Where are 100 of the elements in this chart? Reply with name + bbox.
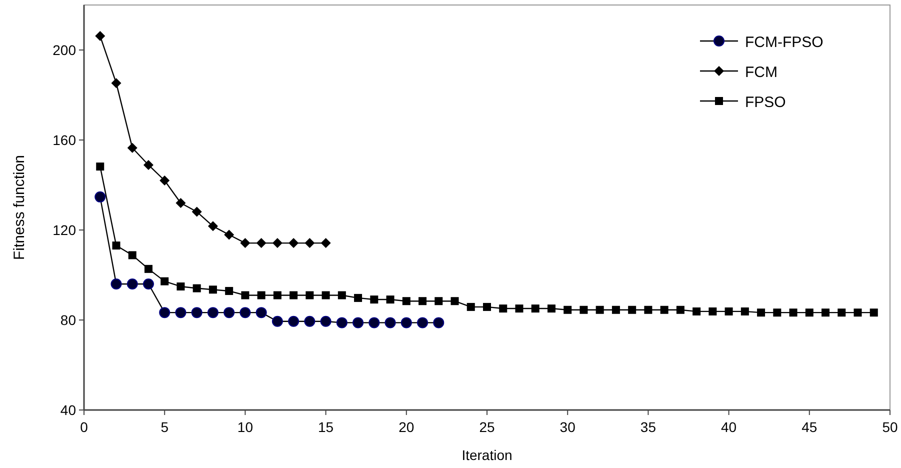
point [273,291,282,300]
point [354,294,362,302]
point [207,307,218,318]
point [483,302,491,311]
y-tick-label: 200 [52,42,76,58]
y-tick-label: 120 [52,222,76,238]
point [612,306,620,314]
point [225,286,234,295]
x-axis-title: Iteration [462,447,512,463]
point [338,291,346,300]
point [757,308,766,317]
point [708,307,717,316]
x-tick-label: 30 [560,419,576,435]
point [257,291,266,300]
point [773,308,782,317]
point [304,316,316,327]
point [142,278,154,290]
point [564,306,572,314]
point [143,160,154,170]
point [175,307,186,318]
legend-label: FCM-FPSO [745,34,824,51]
y-tick-label: 40 [60,402,76,418]
point [499,304,508,313]
point [370,296,378,304]
point [95,31,106,42]
point [418,297,427,306]
point [288,238,299,248]
point [789,308,798,317]
point [368,317,380,328]
x-tick-label: 45 [802,419,818,435]
legend-label: FPSO [745,94,786,111]
point [352,317,364,328]
x-tick-label: 35 [640,419,656,435]
point [208,221,218,232]
point [112,242,120,250]
point [191,307,202,318]
point [110,278,122,290]
point [96,162,104,171]
point [272,238,282,248]
point [256,307,267,318]
x-tick-label: 40 [721,419,737,435]
point [692,307,701,316]
point [208,286,217,294]
point [240,307,251,318]
point [126,278,138,290]
point [870,308,878,317]
point [290,291,298,300]
point [320,238,331,248]
point [724,307,733,316]
point [176,198,186,208]
point [192,206,202,217]
x-tick-label: 20 [398,419,414,435]
legend-label: FCM [745,64,778,81]
point [838,308,846,317]
point [580,306,588,314]
point [241,291,250,300]
y-axis-title: Fitness function [11,154,28,260]
point [402,297,410,306]
point [644,306,652,314]
point [417,317,428,328]
point [822,308,830,317]
point [224,230,234,240]
point [805,308,814,317]
point [433,317,444,328]
point [160,277,169,286]
x-tick-label: 0 [80,419,88,435]
point [240,238,250,248]
point [224,307,235,318]
x-tick-label: 10 [237,419,254,435]
point [128,251,136,260]
point [531,304,540,313]
point [434,297,443,306]
point [854,308,862,317]
point [676,306,684,314]
x-tick-label: 25 [479,419,495,435]
point [322,291,330,300]
point [176,282,185,290]
point [94,191,106,202]
point [144,264,152,273]
point [127,142,138,153]
point [466,302,475,311]
point [256,238,266,248]
point [160,176,170,186]
point [384,317,396,328]
point [400,317,412,328]
point [515,304,524,313]
point [740,307,749,316]
y-tick-label: 80 [60,312,76,328]
point [320,316,332,327]
point [304,238,315,248]
point [272,316,283,327]
y-tick-label: 160 [52,132,76,148]
point [192,284,201,292]
point [111,78,122,88]
point [547,304,556,313]
x-tick-label: 50 [882,419,898,435]
x-tick-label: 5 [160,419,169,435]
point [386,296,394,304]
point [288,316,300,327]
point [306,291,314,300]
